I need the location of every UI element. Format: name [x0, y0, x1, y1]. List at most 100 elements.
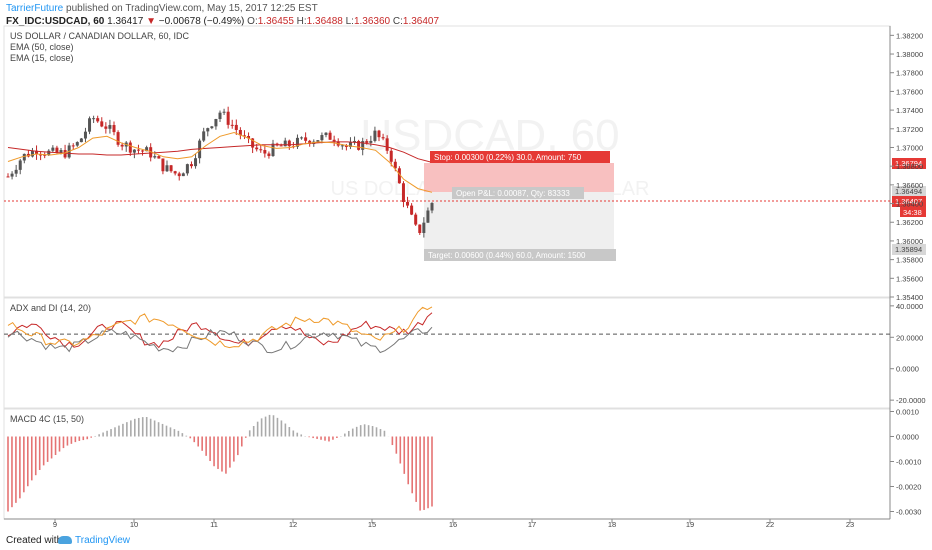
candle-body [79, 138, 83, 143]
candle-body [242, 135, 246, 137]
open-value: 1.36455 [257, 16, 294, 27]
candle-body [35, 150, 39, 155]
candle-body [251, 138, 255, 148]
close-value: 1.36407 [402, 16, 440, 27]
candle-body [328, 132, 332, 140]
candle-body [161, 158, 165, 172]
entry-price-badge: 1.36494 [895, 187, 922, 196]
candle-body [108, 125, 112, 129]
price-tick-label: 1.37200 [896, 125, 923, 134]
chart-canvas[interactable]: USDCAD, 60 US DOLLAR / CANADIAN DOLLAR U… [0, 0, 932, 530]
candle-body [377, 130, 381, 138]
price-tick-label: 1.37600 [896, 87, 923, 96]
candle-body [194, 158, 198, 167]
candle-body [55, 147, 59, 153]
candle-body [410, 205, 414, 215]
close-label: C: [392, 16, 403, 27]
candle-body [238, 129, 242, 136]
candle-body [59, 150, 63, 153]
candle-body [397, 168, 401, 184]
candle-body [202, 131, 206, 141]
tradingview-logo[interactable]: TradingView [58, 535, 130, 546]
price-tick-label: 1.36400 [896, 200, 923, 209]
open-pl-label: Open P&L: 0.00087, Qty: 83333 [456, 189, 570, 198]
candle-body [401, 183, 405, 203]
candle-body [51, 147, 55, 151]
candle-body [385, 138, 389, 151]
candle-body [18, 160, 22, 170]
open-pl-box [452, 187, 584, 199]
adx-title: ADX and DI (14, 20) [10, 303, 91, 313]
candle-body [100, 121, 104, 127]
low-label: L: [345, 16, 354, 27]
price-tick-label: 1.35600 [896, 274, 923, 283]
candle-body [320, 135, 324, 141]
candle-body [361, 141, 365, 150]
candle-body [316, 140, 320, 142]
candle-body [324, 132, 328, 136]
candle-body [247, 135, 251, 139]
candle-body [406, 202, 410, 206]
stop-label: Stop: 0.00300 (0.22%) 30.0, Amount: 750 [434, 153, 582, 162]
candle-body [149, 147, 153, 158]
candle-body [165, 165, 169, 172]
down-arrow-icon: ▼ [146, 16, 156, 27]
footer [0, 530, 932, 550]
price-tick-label: 1.38200 [896, 31, 923, 40]
macd-title: MACD 4C (15, 50) [10, 414, 84, 424]
time-tick-label: 18 [608, 520, 616, 529]
target-zone[interactable] [424, 192, 614, 252]
candle-body [430, 203, 434, 211]
candle-body [365, 141, 369, 143]
candle-body [157, 156, 161, 159]
target-price-badge-box [892, 244, 926, 255]
ema15-line [7, 131, 433, 193]
candle-body [295, 137, 299, 147]
candle-body [373, 130, 377, 141]
stop-price-badge-box [892, 158, 926, 169]
symbol-name: FX_IDC:USDCAD, 60 [6, 16, 105, 27]
candle-body [206, 128, 210, 132]
candle-body [344, 145, 348, 147]
ema15-legend: EMA (15, close) [10, 53, 74, 63]
brand-name: TradingView [75, 535, 131, 546]
publish-info: TarrierFuture published on TradingView.c… [6, 3, 318, 14]
candle-body [116, 132, 120, 145]
candle-body [353, 141, 357, 143]
candle-body [92, 118, 96, 120]
target-label-box [424, 249, 616, 261]
author-link[interactable]: TarrierFuture [6, 3, 64, 14]
open-label: O: [247, 16, 258, 27]
macd-tick-label: -0.0030 [896, 508, 921, 517]
candle-body [136, 149, 140, 151]
candle-body [47, 150, 51, 156]
ema50-legend: EMA (50, close) [10, 42, 74, 52]
candle-body [287, 140, 291, 147]
candle-body [185, 164, 189, 174]
candle-body [426, 210, 430, 223]
candle-body [222, 111, 226, 113]
price-tick-label: 1.37800 [896, 69, 923, 78]
time-tick-label: 22 [766, 520, 774, 529]
time-tick-label: 16 [449, 520, 457, 529]
price-tick-label: 1.35400 [896, 293, 923, 302]
candle-body [418, 224, 422, 233]
macd-pane[interactable] [3, 408, 891, 520]
candle-body [263, 150, 267, 154]
candle-body [6, 176, 10, 178]
candle-body [120, 144, 124, 147]
candle-body [75, 142, 79, 146]
adx-line [7, 306, 433, 349]
candle-body [71, 145, 75, 147]
stop-label-box [430, 151, 610, 163]
price-tick-label: 1.36800 [896, 162, 923, 171]
adx-tick-label: -20.0000 [896, 396, 926, 405]
adx-pane[interactable] [3, 297, 891, 409]
current-price-badge: 1.36407 [895, 197, 922, 206]
candle-body [181, 173, 185, 177]
last-price: 1.36417 [107, 16, 144, 27]
candle-body [308, 140, 312, 145]
candle-body [304, 137, 308, 141]
ema50-line [7, 141, 433, 163]
time-tick-label: 17 [528, 520, 536, 529]
